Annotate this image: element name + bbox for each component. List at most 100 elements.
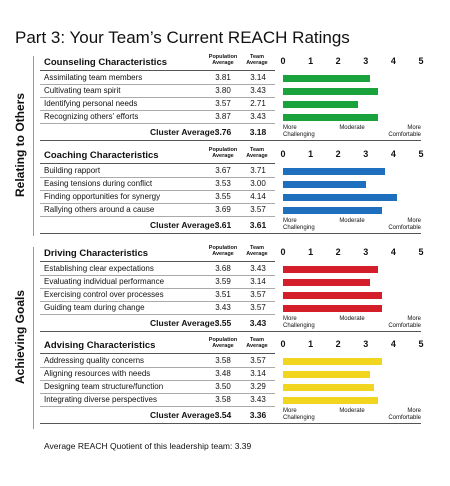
section-title: Advising Characteristics: [44, 340, 156, 351]
row-rule: [40, 367, 275, 368]
row-label: Cultivating team spirit: [44, 86, 121, 95]
cluster-rule: [40, 331, 421, 332]
row-label: Easing tensions during conflict: [44, 179, 153, 188]
cluster-label: Cluster Average:: [150, 220, 218, 230]
cluster-team: 3.43: [249, 318, 267, 328]
scale-tick-label: 0: [280, 247, 286, 257]
row-label: Exercising control over processes: [44, 290, 164, 299]
column-header: Team Average: [246, 245, 268, 257]
scale-tick-label: 5: [418, 339, 424, 349]
scale-label: More Challenging: [283, 125, 315, 138]
group-bracket: [33, 56, 34, 236]
section-title: Coaching Characteristics: [44, 150, 159, 161]
scale-label: Moderate: [339, 316, 365, 322]
team-average: 3.43: [250, 395, 266, 404]
row-rule: [40, 380, 275, 381]
team-average: 3.14: [250, 277, 266, 286]
cluster-population: 3.55: [214, 318, 232, 328]
row-rule: [40, 288, 275, 289]
scale-label: More Comfortable: [388, 408, 421, 421]
column-header: Team Average: [246, 54, 268, 66]
footer-note: Average REACH Quotient of this leadershi…: [44, 441, 252, 451]
row-rule: [40, 314, 275, 315]
cluster-label: Cluster Average:: [150, 127, 218, 137]
row-label: Evaluating individual performance: [44, 277, 165, 286]
scale-label: More Challenging: [283, 408, 315, 421]
bar: [283, 88, 378, 95]
row-rule: [40, 216, 275, 217]
cluster-rule: [40, 423, 421, 424]
scale-tick-label: 0: [280, 56, 286, 66]
scale-tick-label: 4: [390, 247, 396, 257]
cluster-label: Cluster Average:: [150, 410, 218, 420]
scale-tick-label: 4: [390, 56, 396, 66]
bar: [283, 266, 378, 273]
population-average: 3.51: [215, 290, 231, 299]
column-header: Population Average: [208, 245, 238, 257]
team-average: 3.57: [250, 205, 266, 214]
column-header: Population Average: [208, 147, 238, 159]
scale-label: Moderate: [339, 218, 365, 224]
scale-label: More Comfortable: [388, 218, 421, 231]
scale-tick-label: 1: [308, 247, 314, 257]
cluster-team: 3.36: [249, 410, 267, 420]
scale-tick-label: 4: [390, 149, 396, 159]
cluster-population: 3.54: [214, 410, 232, 420]
row-rule: [40, 84, 275, 85]
row-label: Guiding team during change: [44, 303, 145, 312]
team-average: 3.43: [250, 86, 266, 95]
bar: [283, 305, 382, 312]
team-average: 3.57: [250, 356, 266, 365]
team-average: 3.29: [250, 382, 266, 391]
row-label: Integrating diverse perspectives: [44, 395, 157, 404]
row-label: Aligning resources with needs: [44, 369, 151, 378]
population-average: 3.53: [215, 179, 231, 188]
scale-tick-label: 3: [363, 149, 369, 159]
bar: [283, 194, 398, 201]
cluster-rule: [40, 233, 421, 234]
population-average: 3.67: [215, 166, 231, 175]
team-average: 4.14: [250, 192, 266, 201]
team-average: 3.57: [250, 290, 266, 299]
row-rule: [40, 177, 275, 178]
section-title: Driving Characteristics: [44, 248, 149, 259]
row-rule: [40, 393, 275, 394]
cluster-label: Cluster Average:: [150, 318, 218, 328]
scale-tick-label: 0: [280, 149, 286, 159]
header-rule: [40, 70, 275, 71]
row-label: Building rapport: [44, 166, 101, 175]
scale-tick-label: 2: [335, 339, 341, 349]
bar: [283, 371, 370, 378]
population-average: 3.55: [215, 192, 231, 201]
row-rule: [40, 110, 275, 111]
header-rule: [40, 261, 275, 262]
team-average: 3.43: [250, 264, 266, 273]
row-rule: [40, 406, 275, 407]
scale-tick-label: 3: [363, 56, 369, 66]
row-label: Establishing clear expectations: [44, 264, 154, 273]
scale-label: More Comfortable: [388, 125, 421, 138]
bar: [283, 181, 366, 188]
group-label: Achieving Goals: [13, 289, 27, 385]
cluster-team: 3.61: [249, 220, 267, 230]
group-label: Relating to Others: [13, 93, 27, 198]
scale-tick-label: 1: [308, 339, 314, 349]
population-average: 3.80: [215, 86, 231, 95]
scale-tick-label: 5: [418, 149, 424, 159]
row-rule: [40, 203, 275, 204]
bar: [283, 114, 378, 121]
section-title: Counseling Characteristics: [44, 57, 168, 68]
page-title: Part 3: Your Team’s Current REACH Rating…: [15, 28, 350, 47]
bar: [283, 207, 382, 214]
population-average: 3.81: [215, 73, 231, 82]
scale-tick-label: 3: [363, 247, 369, 257]
population-average: 3.68: [215, 264, 231, 273]
team-average: 3.43: [250, 112, 266, 121]
column-header: Population Average: [208, 337, 238, 349]
row-rule: [40, 301, 275, 302]
population-average: 3.87: [215, 112, 231, 121]
scale-tick-label: 5: [418, 247, 424, 257]
bar: [283, 75, 370, 82]
row-rule: [40, 275, 275, 276]
